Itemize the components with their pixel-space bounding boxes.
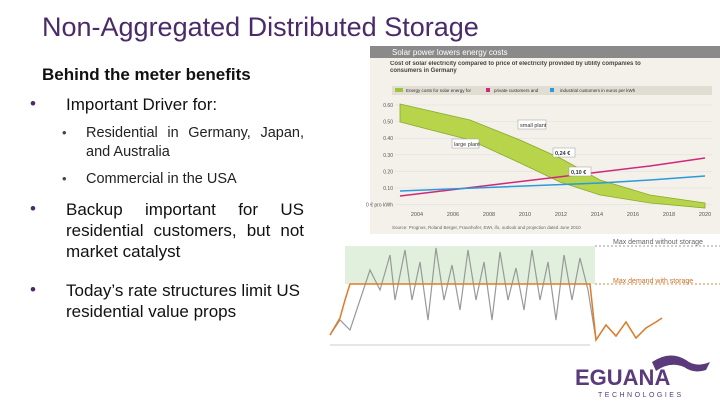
x-tick-label: 2008	[483, 212, 495, 218]
legend-swatch	[550, 88, 554, 92]
x-tick-label: 2020	[699, 212, 711, 218]
x-tick-label: 2012	[555, 212, 567, 218]
x-tick-label: 2006	[447, 212, 459, 218]
bullet: Today’s rate structures limit US residen…	[66, 281, 300, 321]
demand-with-storage	[329, 283, 663, 343]
annotation-box	[517, 119, 547, 130]
x-tick-label: 2018	[663, 212, 675, 218]
legend-swatch	[395, 88, 403, 92]
annotation-box	[568, 166, 592, 177]
sub-bullet-dot: •	[62, 125, 67, 140]
private-line	[399, 157, 706, 197]
title: Non-Aggregated Distributed Storage	[42, 12, 479, 42]
figure1-subtitle: Cost of solar electricity compared to pr…	[390, 61, 641, 74]
legend-label: industrial customers in euros per kWh	[560, 88, 636, 93]
annotation-box	[552, 147, 576, 158]
y-tick-label: 0.50	[383, 120, 393, 126]
y-tick-label: 0.40	[383, 136, 393, 142]
y-tick-label: 0.60	[383, 103, 393, 109]
heading: Behind the meter benefits	[42, 65, 251, 84]
legend-label: Energy costs for solar energy for	[406, 88, 472, 93]
bullet: Backup important for US residential cust…	[66, 200, 304, 261]
figure1-header-bar	[370, 46, 720, 58]
logo-iguana	[652, 355, 710, 372]
annotation-box	[451, 138, 480, 149]
legend-swatch	[486, 88, 490, 92]
figure1-subtitle-box: Cost of solar electricity compared to pr…	[390, 61, 641, 74]
annotation: 0,10 €	[571, 170, 586, 176]
bullet-dot: •	[30, 199, 36, 218]
figure2-label: Max demand without storage	[613, 239, 703, 246]
sub-bullet: Commercial in the USA	[86, 171, 237, 187]
figure2-label: Max demand with storage	[613, 278, 693, 285]
sub-bullet: Residential in Germany, Japan, and Austr…	[86, 125, 304, 160]
sub-bullet-dot: •	[62, 171, 67, 186]
figure1-source: Source: Prognos, Roland Berger, Fraunhof…	[392, 225, 581, 230]
x-tick-label: 2016	[627, 212, 639, 218]
y-tick-label: 0.30	[383, 153, 393, 159]
y-tick-label: 0.20	[383, 169, 393, 175]
figure1-header: Solar power lowers energy costs	[392, 48, 508, 57]
bullet-dot: •	[30, 280, 36, 299]
industrial-line	[399, 175, 706, 192]
legend-label: private customers and	[494, 88, 539, 93]
bullet: Important Driver for:	[66, 95, 218, 114]
logo-tagline: TECHNOLOGIES	[598, 392, 684, 399]
bullet-dot: •	[30, 94, 36, 113]
y-tick-label: 0 € pro kWh	[366, 203, 393, 209]
x-tick-label: 2014	[591, 212, 603, 218]
annotation: large plant	[454, 142, 480, 148]
x-tick-label: 2010	[519, 212, 531, 218]
solar-band	[399, 103, 706, 209]
annotation: small plant	[520, 123, 547, 129]
logo-name: EGUANA	[575, 365, 670, 390]
x-tick-label: 2004	[411, 212, 423, 218]
y-tick-label: 0.10	[383, 186, 393, 192]
annotation: 0,24 €	[555, 151, 570, 157]
